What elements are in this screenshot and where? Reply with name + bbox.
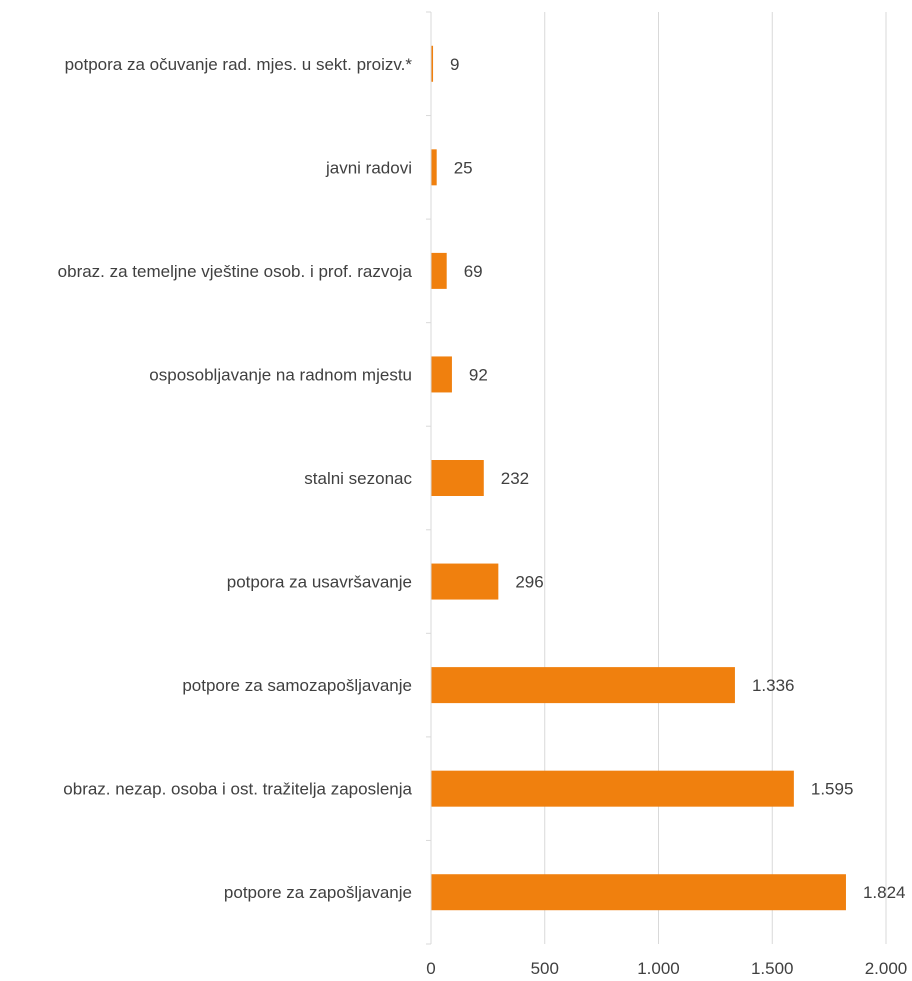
x-tick-label: 1.000 [637, 959, 680, 978]
bar [431, 356, 452, 393]
data-label: 1.336 [752, 676, 795, 695]
data-label: 1.595 [811, 780, 854, 799]
category-label: javni radovi [325, 158, 412, 177]
category-label: potpore za zapošljavanje [224, 883, 412, 902]
bar [431, 149, 437, 186]
data-label: 9 [450, 55, 459, 74]
bar [431, 563, 499, 600]
bar [431, 667, 735, 704]
data-label: 296 [515, 573, 543, 592]
category-label: potpora za usavršavanje [227, 573, 412, 592]
axis-layer [426, 11, 432, 945]
bar [431, 460, 484, 496]
data-label: 1.824 [863, 883, 906, 902]
data-label: 92 [469, 365, 488, 384]
category-label: obraz. za temeljne vještine osob. i prof… [58, 262, 413, 281]
x-tick-label: 500 [531, 959, 559, 978]
data-label: 25 [454, 158, 473, 177]
bar [431, 45, 434, 82]
data-label: 232 [501, 469, 529, 488]
category-label: potpora za očuvanje rad. mjes. u sekt. p… [65, 55, 413, 74]
x-tick-label: 1.500 [751, 959, 794, 978]
bar [431, 252, 447, 289]
category-label: obraz. nezap. osoba i ost. tražitelja za… [63, 780, 412, 799]
data-label: 69 [464, 262, 483, 281]
category-label: osposobljavanje na radnom mjestu [149, 365, 412, 384]
x-tick-label: 0 [426, 959, 435, 978]
x-tick-label: 2.000 [865, 959, 908, 978]
category-label: potpore za samozapošljavanje [182, 676, 412, 695]
label-layer: 0 500 1.000 1.500 2.000 potpora za očuvanje r… [58, 55, 908, 978]
bar [431, 874, 846, 911]
category-label: stalni sezonac [304, 469, 412, 488]
bar-layer [431, 45, 846, 911]
bar [431, 770, 794, 807]
